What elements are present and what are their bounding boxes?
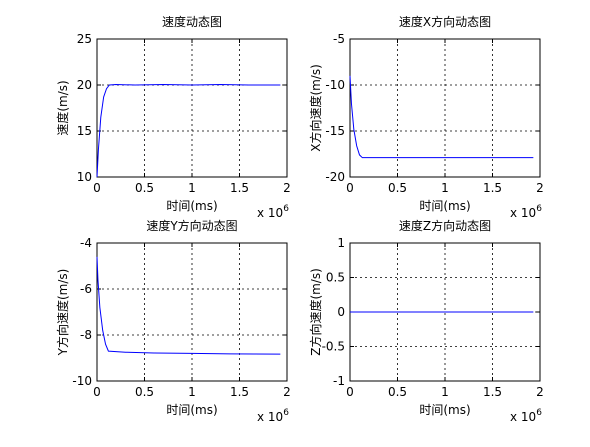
series-line-1 xyxy=(349,75,534,159)
y-tick-label: -4 xyxy=(80,236,92,250)
y-tick-label: -6 xyxy=(80,282,92,296)
x-tick-label: 1 xyxy=(441,181,449,195)
x-tick-label: 0.5 xyxy=(388,181,407,195)
x-tick-label: 0.5 xyxy=(135,385,154,399)
y-tick-label: -10 xyxy=(72,374,92,388)
x-tick-label: 0 xyxy=(93,385,101,399)
x-exponent-label: x 106 xyxy=(510,204,542,220)
x-axis-label: 时间(ms) xyxy=(419,403,470,417)
y-tick-label: -8 xyxy=(80,328,92,342)
x-tick-label: 1.5 xyxy=(230,385,249,399)
series-line-1 xyxy=(96,256,281,355)
y-tick-label: -5 xyxy=(333,32,345,46)
x-tick-label: 2 xyxy=(536,181,544,195)
y-tick-label: 10 xyxy=(77,170,92,184)
x-tick-label: 0 xyxy=(346,385,354,399)
x-tick-label: 0 xyxy=(93,181,101,195)
y-tick-label: 0 xyxy=(337,305,345,319)
x-axis-label: 时间(ms) xyxy=(166,199,217,213)
y-tick-label: 15 xyxy=(77,124,92,138)
x-tick-label: 1 xyxy=(441,385,449,399)
x-axis-label: 时间(ms) xyxy=(419,199,470,213)
x-tick-label: 1 xyxy=(188,181,196,195)
x-tick-label: 2 xyxy=(283,385,291,399)
y-tick-label: 20 xyxy=(77,78,92,92)
x-tick-label: 2 xyxy=(283,181,291,195)
y-tick-label: -1 xyxy=(333,374,345,388)
y-axis-label: X方向速度(m/s) xyxy=(308,64,323,152)
y-tick-label: -15 xyxy=(325,124,345,138)
y-tick-label: -20 xyxy=(325,170,345,184)
x-exponent-label: x 106 xyxy=(510,408,542,424)
x-tick-label: 0.5 xyxy=(135,181,154,195)
subplot-title: 速度Y方向动态图 xyxy=(146,218,237,233)
x-exponent-label: x 106 xyxy=(257,408,289,424)
y-tick-label: 1 xyxy=(337,236,345,250)
subplot-title: 速度动态图 xyxy=(162,14,222,29)
x-tick-label: 1.5 xyxy=(483,385,502,399)
subplot-title: 速度Z方向动态图 xyxy=(399,218,491,233)
y-axis-label: Z方向速度(m/s) xyxy=(308,268,323,356)
y-tick-label: 0.5 xyxy=(326,271,345,285)
x-tick-label: 1 xyxy=(188,385,196,399)
x-tick-label: 0.5 xyxy=(388,385,407,399)
x-tick-label: 1.5 xyxy=(483,181,502,195)
x-tick-label: 0 xyxy=(346,181,354,195)
y-tick-label: 25 xyxy=(77,32,92,46)
x-axis-label: 时间(ms) xyxy=(166,403,217,417)
y-axis-label: 速度(m/s) xyxy=(55,80,70,135)
y-axis-label: Y方向速度(m/s) xyxy=(55,269,70,357)
subplot-title: 速度X方向动态图 xyxy=(399,14,491,29)
series-line-1 xyxy=(96,84,281,178)
y-tick-label: -10 xyxy=(325,78,345,92)
x-tick-label: 2 xyxy=(536,385,544,399)
x-exponent-label: x 106 xyxy=(257,204,289,220)
y-tick-label: -0.5 xyxy=(322,340,345,354)
x-tick-label: 1.5 xyxy=(230,181,249,195)
